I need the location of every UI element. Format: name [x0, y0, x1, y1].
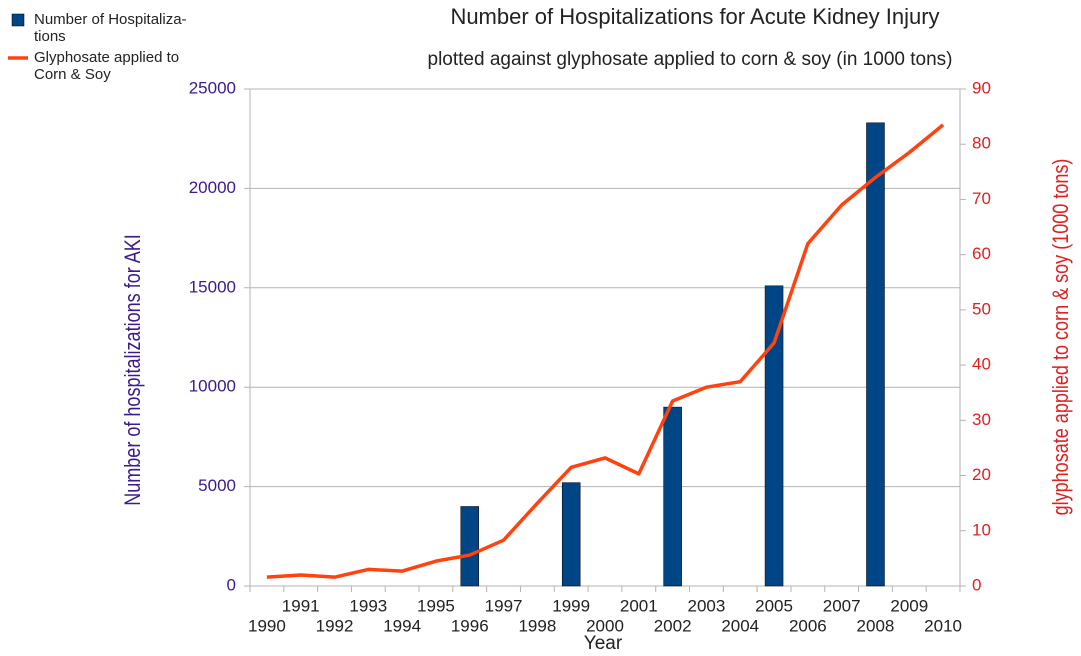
x-tick-label: 2003 — [688, 596, 726, 615]
y-tick-label: 15000 — [189, 277, 236, 296]
x-tick-label: 1996 — [451, 616, 489, 635]
legend-label: Glyphosate applied to Corn & Soy — [34, 49, 179, 83]
x-tick-label: 2009 — [890, 596, 928, 615]
legend-swatch — [11, 13, 25, 27]
x-axis-title: Year — [584, 633, 623, 654]
x-tick-label: 1998 — [518, 616, 556, 635]
x-tick-label: 2000 — [586, 616, 624, 635]
bar — [460, 506, 480, 587]
x-tick-label: 1999 — [552, 596, 590, 615]
x-tick-label: 2007 — [823, 596, 861, 615]
bar — [663, 406, 682, 587]
x-tick-label: 2010 — [924, 616, 962, 635]
y2-tick-label: 10 — [972, 520, 991, 539]
x-tick-label: 1990 — [248, 616, 286, 635]
bar — [866, 122, 885, 587]
x-tick-label: 2005 — [755, 596, 793, 615]
x-tick-label: 2004 — [721, 616, 759, 635]
chart-subtitle: plotted against glyphosate applied to co… — [428, 49, 953, 70]
y-tick-label: 20000 — [189, 178, 236, 197]
y2-tick-label: 70 — [972, 189, 991, 208]
x-tick-label: 1995 — [417, 596, 455, 615]
y2-axis-title: glyphosate applied to corn & soy (1000 t… — [1049, 159, 1073, 516]
y2-tick-label: 20 — [972, 465, 991, 484]
y-axis-title: Number of hospitalizations for AKI — [121, 234, 145, 506]
x-tick-label: 1991 — [282, 596, 320, 615]
x-tick-label: 1993 — [349, 596, 387, 615]
legend-label: Number of Hospitaliza-tions — [34, 11, 187, 45]
x-tick-label: 2008 — [857, 616, 895, 635]
y-tick-label: 0 — [227, 575, 236, 594]
bar — [764, 285, 784, 587]
y-tick-label: 10000 — [189, 377, 236, 396]
x-tick-label: 1997 — [485, 596, 523, 615]
bar — [561, 482, 581, 587]
line — [266, 123, 945, 579]
y2-tick-label: 50 — [972, 299, 991, 318]
y-tick-label: 25000 — [189, 78, 236, 97]
x-tick-label: 2001 — [620, 596, 658, 615]
y2-tick-label: 90 — [972, 78, 991, 97]
x-tick-label: 1992 — [316, 616, 354, 635]
x-tick-label: 2006 — [789, 616, 827, 635]
y-tick-label: 5000 — [198, 476, 236, 495]
y2-tick-label: 40 — [972, 355, 991, 374]
y2-tick-label: 60 — [972, 244, 991, 263]
x-tick-label: 1994 — [383, 616, 421, 635]
y2-tick-label: 30 — [972, 410, 991, 429]
chart-title: Number of Hospitalizations for Acute Kid… — [450, 4, 939, 29]
y2-tick-label: 0 — [972, 575, 981, 594]
y2-tick-label: 80 — [972, 134, 991, 153]
x-tick-label: 2002 — [654, 616, 692, 635]
